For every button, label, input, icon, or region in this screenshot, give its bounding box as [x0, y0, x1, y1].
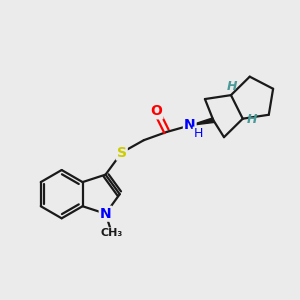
Text: N: N	[100, 207, 111, 221]
Polygon shape	[190, 118, 214, 125]
Text: S: S	[117, 146, 127, 160]
Text: H: H	[193, 127, 203, 140]
Text: H: H	[227, 80, 238, 93]
Text: N: N	[184, 118, 196, 133]
Text: CH₃: CH₃	[101, 228, 123, 238]
Text: H: H	[246, 113, 257, 126]
Text: O: O	[151, 104, 162, 118]
